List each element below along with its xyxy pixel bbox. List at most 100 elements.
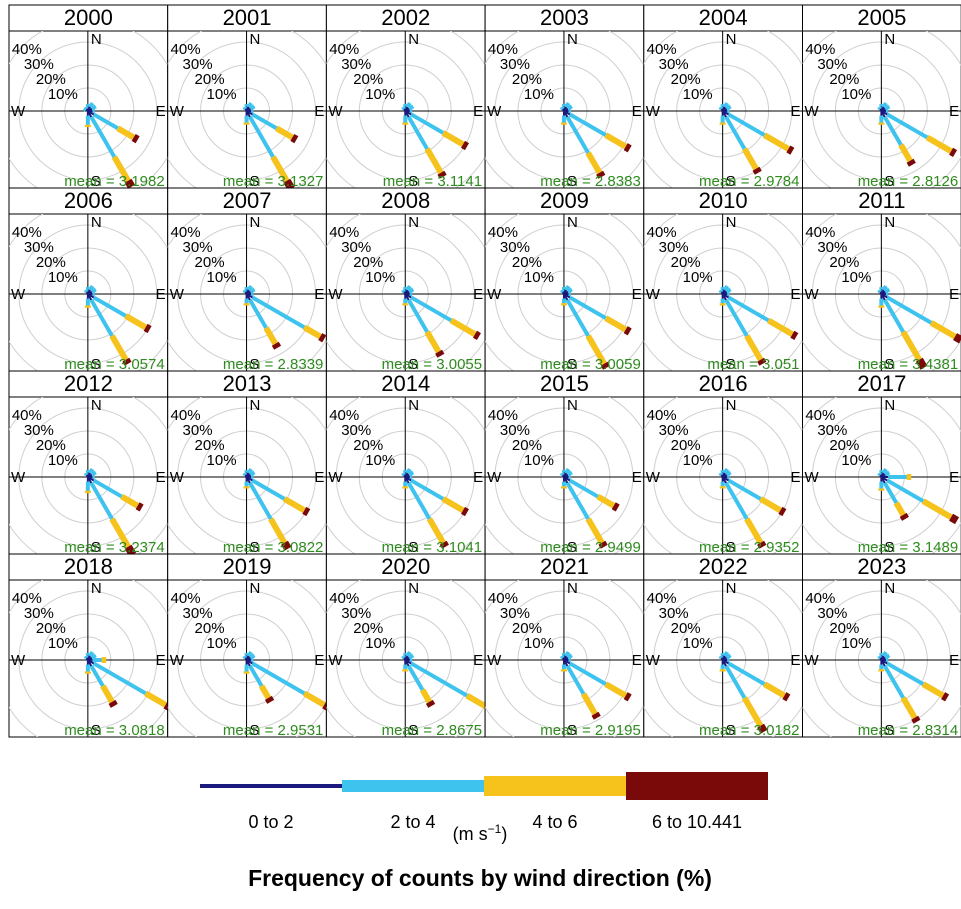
unit-label-base: (m s	[453, 824, 488, 844]
legend-swatch-4	[626, 772, 768, 800]
legend-swatch-1	[200, 784, 342, 788]
petal-150deg-bin-4	[271, 341, 282, 350]
panel-plot-area	[643, 214, 803, 371]
ring-label-30pct: 30%	[183, 56, 213, 73]
ring-label-10pct: 10%	[207, 635, 237, 652]
petal-120deg-bin-2	[410, 478, 445, 501]
panel-year-label: 2008	[381, 188, 430, 213]
petal-150deg-bin-2	[89, 481, 114, 520]
petal-120deg-bin-4	[318, 333, 327, 343]
petal-330deg-bin-1	[720, 474, 724, 478]
cardinal-east: E	[156, 103, 166, 120]
ring-label-20pct: 20%	[512, 437, 542, 454]
petal-330deg-bin-2	[877, 472, 882, 477]
petal-120deg-bin-2	[251, 295, 306, 330]
panel-year-label: 2013	[223, 371, 272, 396]
ring-label-30pct: 30%	[183, 239, 213, 256]
petal-330deg-bin-2	[877, 289, 882, 294]
mean-speed-label: mean = 3.4381	[858, 356, 959, 373]
petal-30deg-bin-2	[564, 651, 571, 658]
ring-label-10pct: 10%	[841, 452, 871, 469]
petal-150deg-bin-3	[585, 517, 605, 545]
petal-120deg-bin-2	[727, 478, 762, 501]
ring-label-40pct: 40%	[171, 590, 201, 607]
petal-150deg-bin-4	[899, 512, 909, 521]
petal-60deg-bin-2	[566, 287, 573, 294]
panel-year-label: 2001	[223, 5, 272, 30]
petal-120deg-bin-4	[135, 502, 144, 512]
panel-year-label: 2020	[381, 554, 430, 579]
petal-330deg-bin-2	[83, 106, 89, 111]
petal-60deg-bin-2	[249, 287, 256, 294]
petal-330deg-bin-2	[401, 106, 406, 111]
cardinal-north: N	[884, 580, 895, 597]
petal-150deg-bin-2	[565, 481, 590, 520]
petal-150deg-bin-4	[757, 540, 767, 549]
petal-60deg-bin-2	[408, 287, 415, 294]
petal-120deg-bin-4	[611, 502, 620, 512]
ring-label-30pct: 30%	[500, 605, 530, 622]
petal-120deg-bin-3	[604, 681, 628, 699]
legend-swatch-2	[342, 780, 484, 792]
panel-title-strip	[802, 4, 961, 32]
petal-120deg-bin-4	[786, 145, 795, 155]
petal-150deg-bin-3	[744, 334, 764, 362]
petal-330deg-bin-2	[401, 472, 406, 477]
petal-120deg-bin-2	[251, 478, 286, 501]
petal-330deg-bin-1	[720, 657, 724, 661]
cardinal-east: E	[314, 103, 324, 120]
ring-label-40pct: 40%	[329, 590, 359, 607]
petal-150deg-bin-3	[893, 501, 906, 517]
petal-150deg-bin-2	[724, 481, 749, 520]
cardinal-north: N	[250, 580, 261, 597]
petal-150deg-bin-3	[258, 684, 271, 700]
ring-label-30pct: 30%	[24, 239, 54, 256]
mean-speed-label: mean = 3.0822	[223, 539, 324, 556]
ring-label-20pct: 20%	[671, 437, 701, 454]
mean-speed-label: mean = 3.0059	[540, 356, 641, 373]
petal-120deg-bin-4	[953, 333, 961, 344]
petal-330deg-bin-1	[85, 108, 89, 112]
petal-120deg-bin-4	[623, 692, 632, 702]
legend-label-4: 6 to 10.441	[652, 812, 742, 832]
mean-speed-label: mean = 2.8675	[382, 722, 483, 739]
ring-label-30pct: 30%	[659, 605, 689, 622]
petal-150deg-bin-4	[600, 361, 610, 370]
mean-speed-label: mean = 3.051	[707, 356, 799, 373]
ring-label-20pct: 20%	[36, 71, 66, 88]
cardinal-north: N	[726, 580, 737, 597]
petal-150deg-bin-2	[406, 481, 432, 520]
petal-150deg-bin-2	[724, 115, 747, 150]
petal-120deg-bin-2	[251, 112, 278, 130]
petal-330deg-bin-2	[401, 655, 406, 660]
petal-150deg-bin-3	[268, 517, 288, 545]
cardinal-north: N	[250, 214, 261, 231]
petal-120deg-bin-4	[941, 692, 950, 702]
ring-label-10pct: 10%	[48, 635, 78, 652]
mean-speed-label: mean = 3.1489	[858, 539, 959, 556]
panel-year-label: 2018	[64, 554, 113, 579]
petal-150deg-bin-4	[596, 170, 606, 179]
petal-120deg-bin-2	[92, 295, 127, 318]
petal-330deg-bin-1	[85, 291, 89, 295]
cardinal-north: N	[567, 214, 578, 231]
petal-120deg-bin-2	[727, 112, 766, 137]
panel-plot-area	[485, 397, 644, 554]
mean-speed-label: mean = 3.2374	[64, 539, 165, 556]
ring-label-20pct: 20%	[36, 254, 66, 271]
petal-330deg-bin-2	[718, 106, 724, 111]
petal-330deg-bin-2	[718, 655, 724, 660]
panel-title-strip	[167, 553, 327, 581]
cardinal-south: S	[408, 356, 418, 373]
petal-120deg-bin-2	[886, 112, 929, 140]
cardinal-south: S	[726, 539, 736, 556]
panel-year-label: 2000	[64, 5, 113, 30]
cardinal-west: W	[487, 103, 502, 120]
petal-60deg-bin-2	[566, 653, 573, 660]
petal-150deg-bin-2	[565, 298, 590, 337]
